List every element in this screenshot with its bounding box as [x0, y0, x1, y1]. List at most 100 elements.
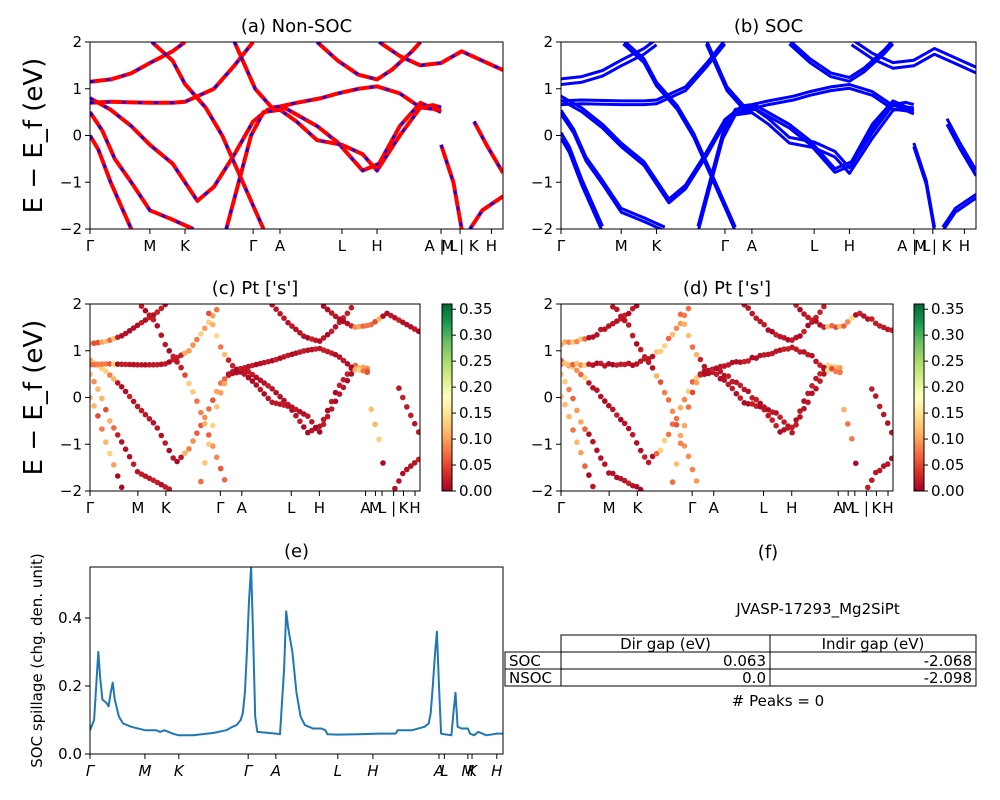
x-tick-label: L — [378, 499, 387, 517]
band-weight-point — [380, 460, 386, 466]
band-weight-point — [122, 330, 129, 337]
colorbar-tick-label: 0.15 — [459, 404, 492, 422]
band-weight-point — [344, 371, 351, 377]
band-weight-point — [737, 382, 744, 389]
band-weight-point — [206, 441, 212, 448]
colorbar-tick-label: 0.05 — [931, 456, 964, 474]
band-weight-point — [821, 304, 827, 310]
spillage-line — [90, 567, 503, 737]
y-axis-label: E − E_f (eV) — [19, 58, 49, 214]
band-weight-point — [277, 393, 283, 400]
band-weight-point — [801, 328, 807, 335]
band-weight-point — [126, 393, 133, 400]
band-weight-point — [103, 406, 109, 413]
band-weight-point — [793, 422, 799, 428]
band-weight-point — [142, 307, 149, 314]
band-weight-point — [174, 359, 180, 365]
band-weight-point — [408, 412, 414, 419]
y-tick-label: −1 — [60, 435, 82, 453]
plot-frame — [560, 41, 977, 230]
band-weight-point — [594, 360, 600, 367]
band-weight-point — [733, 390, 740, 397]
band-weight-point — [309, 419, 315, 425]
band-weight-point — [301, 424, 307, 430]
band-weight-point — [645, 459, 652, 466]
band-weight-point — [602, 461, 608, 468]
panel-f: (f) JVASP-17293_Mg2SiPt Dir gap (eV) Indir … — [504, 542, 977, 710]
band-weight-point — [641, 454, 648, 460]
y-tick-label: 2 — [543, 33, 553, 51]
band-weight-point — [888, 455, 893, 462]
band-weight-point — [717, 368, 724, 375]
band-line-nonsoc-dashed — [90, 42, 186, 83]
band-weight-point — [297, 418, 303, 425]
band-weight-point — [689, 344, 696, 350]
band-weight-point — [578, 419, 584, 425]
band-weight-point — [277, 310, 283, 317]
band-weight-point — [99, 395, 105, 402]
x-tick-label: K — [632, 499, 643, 517]
band-weight-point — [320, 416, 327, 423]
band-weight-point — [741, 304, 748, 308]
band-weight-point — [753, 315, 759, 322]
band-weight-point — [210, 397, 216, 404]
band-weight-point — [610, 470, 616, 477]
band-weight-point — [411, 460, 418, 466]
x-tick-label: K — [652, 237, 663, 255]
band-weight-point — [210, 313, 216, 319]
band-weight-point — [210, 321, 216, 328]
band-weight-point — [118, 384, 125, 390]
colorbar-tick-label: 0.00 — [459, 482, 492, 500]
colorbar — [913, 303, 925, 492]
band-weight-point — [118, 361, 125, 368]
band-weight-point — [561, 371, 564, 377]
band-weight-point — [162, 304, 168, 308]
band-weight-point — [281, 315, 287, 322]
band-weight-point — [146, 312, 153, 319]
band-weight-point — [781, 419, 787, 425]
band-weight-point — [865, 484, 871, 491]
panel-c: 210−1−2(c) Pt ['s']E − E_f (eV)Γ M K Γ A L H AM… — [19, 278, 492, 517]
band-weight-point — [809, 352, 815, 359]
band-weight-point — [130, 325, 137, 331]
band-weight-point — [869, 386, 875, 392]
band-weight-point — [561, 393, 564, 400]
band-weight-point — [629, 332, 636, 339]
x-tick-label: Γ — [557, 237, 566, 255]
x-tick-label: H — [367, 762, 378, 780]
x-tick-label: Γ — [86, 499, 95, 517]
band-weight-point — [348, 371, 355, 377]
band-weight-point — [849, 315, 855, 321]
band-weight-point — [693, 375, 700, 381]
band-weight-point — [126, 328, 133, 334]
band-weight-point — [166, 447, 172, 454]
band-line-soc — [850, 43, 976, 75]
band-weight-point — [221, 477, 228, 483]
band-weight-point — [574, 439, 580, 446]
dir-gap-value: 0.063 — [723, 652, 766, 670]
band-weight-point — [582, 426, 588, 432]
column-header: Dir gap (eV) — [620, 635, 711, 653]
band-weight-point — [745, 388, 751, 395]
band-weight-point — [586, 380, 592, 386]
band-weight-point — [273, 389, 279, 396]
band-weight-point — [653, 373, 660, 379]
band-weight-point — [805, 314, 811, 321]
band-weight-point — [186, 446, 192, 452]
x-tick-label: Γ — [688, 499, 697, 517]
band-weight-point — [606, 402, 612, 409]
band-weight-point — [657, 447, 664, 454]
band-line-nonsoc-dashed — [316, 42, 422, 81]
band-weight-point — [797, 306, 803, 313]
band-weight-point — [773, 422, 779, 429]
band-weight-point — [99, 426, 105, 432]
y-tick-label: 2 — [543, 295, 553, 313]
band-line-soc — [561, 42, 727, 107]
band-weight-point — [293, 412, 299, 419]
band-weight-point — [562, 401, 568, 408]
y-tick-label: −2 — [531, 482, 553, 500]
band-weight-point — [610, 361, 616, 368]
band-line-soc — [561, 109, 666, 229]
band-weight-point — [884, 420, 891, 426]
band-weight-point — [336, 391, 343, 397]
